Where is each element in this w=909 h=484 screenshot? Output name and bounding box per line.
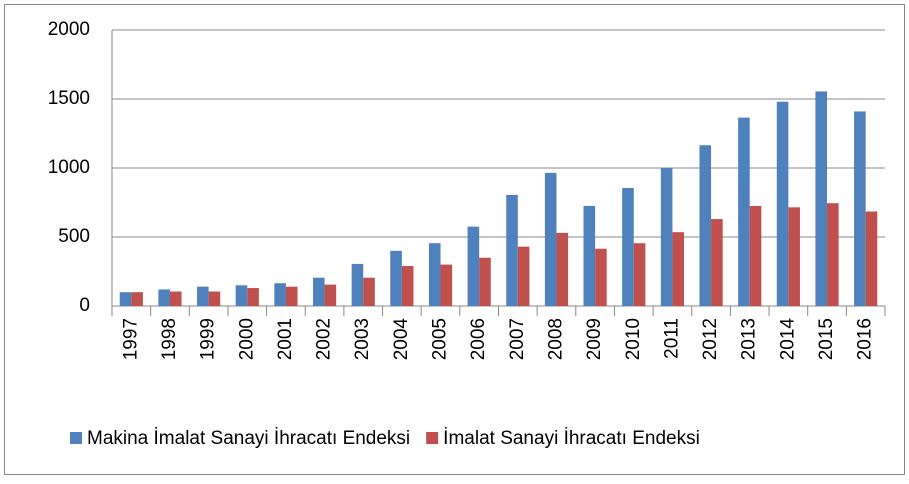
bar [428,243,441,306]
bar [235,285,248,306]
y-tick-label: 1000 [48,157,90,178]
bar [363,277,375,306]
legend-label: İmalat Sanayi İhracatı Endeksi [443,428,700,449]
bar [622,188,634,306]
bar [815,91,828,306]
y-tick-label: 500 [58,226,90,247]
bar [285,286,298,306]
x-tick-label: 2008 [545,318,566,360]
bar [506,194,518,306]
x-tick-label: 2005 [430,318,451,360]
bar [274,283,286,306]
bar [479,257,491,306]
bar [827,203,839,306]
bar [390,250,402,306]
bar [672,232,685,306]
bar [169,291,182,306]
bar [119,292,132,306]
bar [865,211,878,306]
y-tick-label: 2000 [48,19,90,40]
x-tick-label: 2014 [777,318,798,361]
bar [312,277,325,306]
x-tick-label: 2011 [661,318,682,359]
x-tick-label: 2004 [391,318,412,361]
bar [208,291,221,306]
y-tick-label: 0 [79,295,90,316]
chart-frame [4,4,905,475]
x-tick-label: 2013 [739,318,760,360]
bar [854,111,866,306]
bar [738,117,750,306]
bar [351,263,364,306]
bar [660,168,673,306]
x-tick-label: 1999 [198,318,219,360]
x-tick-label: 2009 [584,318,605,360]
bar [467,226,480,306]
x-tick-label: 1998 [159,318,180,360]
bar [401,265,414,306]
bar [131,292,143,306]
x-tick-label: 2002 [314,318,335,360]
bar [556,232,569,306]
bar [324,284,337,306]
x-tick-label: 1997 [120,318,141,360]
x-tick-label: 2010 [623,318,644,360]
x-tick-label: 2001 [275,318,296,360]
legend-swatch [426,432,439,444]
bar [544,172,557,306]
bar [788,207,800,306]
bar [699,145,712,306]
x-tick-label: 2006 [468,318,489,360]
bar [749,205,762,306]
bar [583,205,596,306]
bar [247,288,259,306]
x-tick-label: 2000 [236,318,257,360]
x-tick-label: 2015 [816,318,837,360]
bar [711,219,723,306]
legend-label: Makina İmalat Sanayi İhracatı Endeksi [87,428,410,449]
x-tick-label: 2003 [352,318,373,360]
legend-swatch [70,432,82,444]
bar [595,248,607,306]
bar [158,289,170,306]
bar [776,101,789,306]
bar [633,243,646,306]
bar [440,264,453,306]
x-tick-label: 2012 [700,318,721,360]
x-tick-label: 2016 [855,318,876,360]
bar [197,286,209,306]
y-tick-label: 1500 [48,88,90,109]
bar [517,246,530,306]
x-tick-label: 2007 [507,318,528,360]
